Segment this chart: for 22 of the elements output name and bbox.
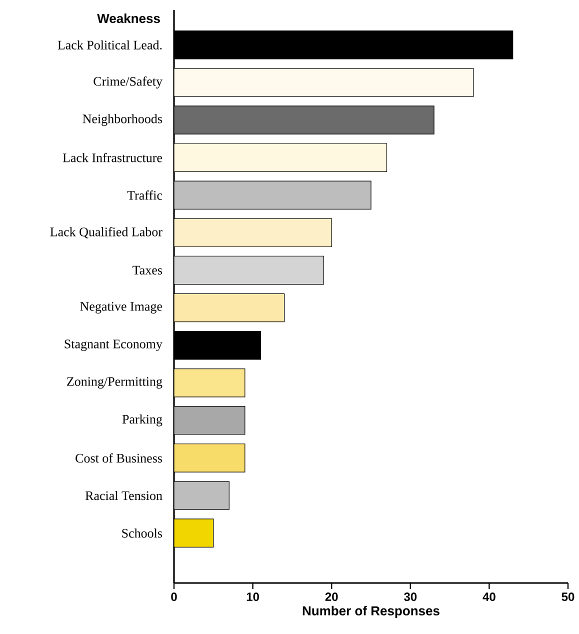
x-axis-title: Number of Responses [302, 606, 440, 618]
y-tick-label: Lack Political Lead. [58, 40, 162, 50]
y-tick-label: Schools [122, 528, 162, 538]
y-tick-label: Racial Tension [85, 490, 162, 500]
x-tick-label: 30 [404, 592, 417, 602]
x-tick-label: 10 [246, 592, 259, 602]
y-tick-label: Zoning/Permitting [67, 377, 162, 389]
y-tick-label: Lack Infrastructure [62, 152, 162, 162]
y-tick-label: Negative Image [80, 302, 162, 314]
y-tick-label: Taxes [132, 266, 162, 275]
x-tick-label: 40 [482, 592, 496, 602]
x-tick-label: 0 [171, 592, 177, 602]
y-tick-label: Neighborhoods [82, 114, 162, 126]
y-tick-label: Crime/Safety [94, 76, 162, 88]
y-tick-label: Cost of Business [76, 453, 162, 463]
y-tick-label: Stagnant Economy [64, 340, 162, 352]
x-tick-label: 50 [562, 592, 574, 602]
y-axis-title: Weakness [97, 14, 160, 24]
y-tick-label: Lack Qualified Labor [50, 227, 162, 238]
y-tick-label: Parking [122, 414, 162, 426]
x-tick-label: 20 [325, 592, 338, 602]
y-tick-label: Traffic [127, 190, 162, 200]
